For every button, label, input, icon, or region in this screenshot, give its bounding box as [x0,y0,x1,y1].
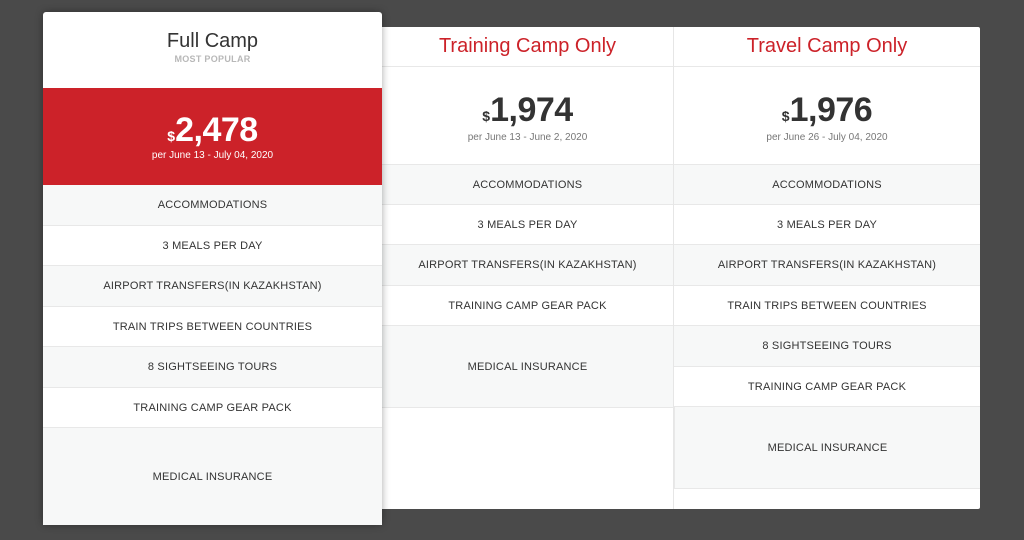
feature-item: TRAINING CAMP GEAR PACK [43,388,382,428]
feature-item: 3 MEALS PER DAY [382,205,673,245]
feature-item: AIRPORT TRANSFERS(IN KAZAKHSTAN) [382,245,673,286]
feature-item: AIRPORT TRANSFERS(IN KAZAKHSTAN) [43,266,382,307]
popular-badge: MOST POPULAR [174,54,251,64]
feature-item: TRAIN TRIPS BETWEEN COUNTRIES [674,286,980,326]
plan-header: Full Camp MOST POPULAR [43,12,382,88]
feature-item: ACCOMMODATIONS [43,185,382,226]
currency-symbol: $ [781,108,790,124]
plan-travel-camp: Travel Camp Only $1,976 per June 26 - Ju… [674,27,980,489]
plan-title: Full Camp [166,30,259,52]
price-period: per June 13 - June 2, 2020 [467,132,588,143]
currency-symbol: $ [167,128,176,144]
price-value: 1,974 [490,91,573,129]
feature-item: MEDICAL INSURANCE [382,326,673,408]
price-value: 2,478 [175,111,258,149]
feature-item: 3 MEALS PER DAY [674,205,980,245]
plan-title: Training Camp Only [438,35,617,57]
price-value: 1,976 [789,91,873,129]
feature-item: MEDICAL INSURANCE [43,428,382,525]
plan-training-camp: Training Camp Only $1,974 per June 13 - … [382,27,674,509]
plan-header: Training Camp Only [382,27,673,67]
plan-full-camp: Full Camp MOST POPULAR $2,478 per June 1… [43,12,382,525]
feature-item: TRAIN TRIPS BETWEEN COUNTRIES [43,307,382,347]
price-period: per June 26 - July 04, 2020 [766,132,888,143]
feature-item: 3 MEALS PER DAY [43,226,382,266]
plan-header: Travel Camp Only [674,27,980,67]
feature-item: TRAINING CAMP GEAR PACK [382,286,673,326]
feature-item: TRAINING CAMP GEAR PACK [674,367,980,407]
plan-title: Travel Camp Only [746,35,908,57]
feature-item: 8 SIGHTSEEING TOURS [43,347,382,388]
feature-item: ACCOMMODATIONS [382,165,673,205]
price-box: $1,974 per June 13 - June 2, 2020 [382,67,673,165]
feature-item: MEDICAL INSURANCE [674,407,980,489]
price-period: per June 13 - July 04, 2020 [151,150,274,161]
price-box: $2,478 per June 13 - July 04, 2020 [43,88,382,185]
price-box: $1,976 per June 26 - July 04, 2020 [674,67,980,165]
feature-item: ACCOMMODATIONS [674,165,980,205]
feature-item: AIRPORT TRANSFERS(IN KAZAKHSTAN) [674,245,980,286]
currency-symbol: $ [482,108,491,124]
feature-item: 8 SIGHTSEEING TOURS [674,326,980,367]
